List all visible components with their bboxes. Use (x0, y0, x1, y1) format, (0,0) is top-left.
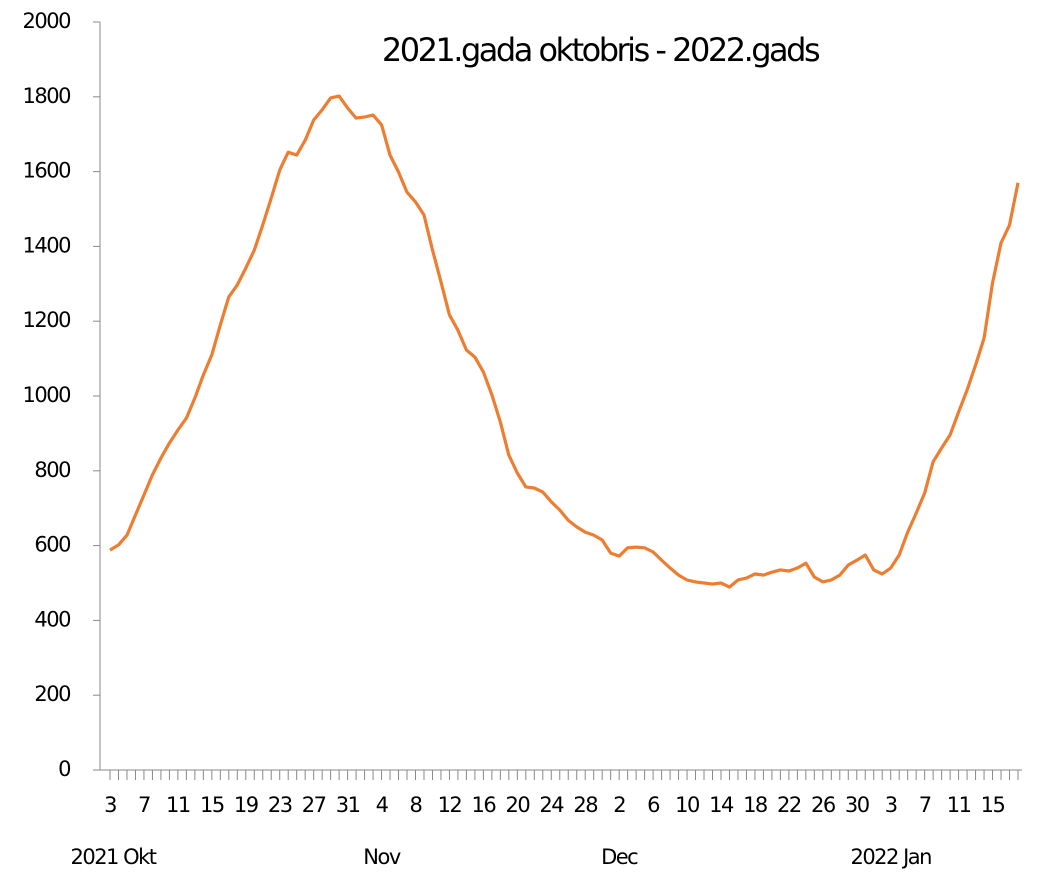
x-tick-label: 22 (777, 793, 801, 817)
x-tick-label: 23 (268, 793, 292, 817)
x-tick-label: 28 (573, 793, 597, 817)
x-tick-label: 27 (302, 793, 326, 817)
data-line (109, 94, 1020, 589)
x-tick-label: 7 (919, 793, 931, 817)
y-tick-label: 2000 (23, 9, 71, 33)
y-tick-label: 200 (34, 682, 70, 706)
y-tick-label: 1600 (23, 159, 71, 183)
y-tick-label: 400 (34, 607, 70, 631)
chart-title: 2021.gada oktobris - 2022.gads (382, 31, 820, 69)
x-tick-label: 16 (472, 793, 497, 817)
x-tick-label: 14 (709, 793, 734, 817)
x-tick-label: 11 (166, 793, 190, 817)
x-tick-label: 15 (200, 793, 224, 817)
y-tick-label: 600 (34, 533, 70, 557)
y-tick-label: 800 (34, 458, 70, 482)
x-tick-label: 2 (613, 793, 625, 817)
y-tick-label: 1000 (23, 383, 71, 407)
x-tick-label: 18 (743, 793, 767, 817)
x-tick-label: 15 (981, 793, 1005, 817)
x-tick-label: 7 (138, 793, 150, 817)
x-tick-label: 8 (410, 793, 422, 817)
y-tick-label: 0 (58, 757, 70, 781)
x-tick-label: 26 (811, 793, 836, 817)
x-tick-label: 31 (336, 793, 360, 817)
x-tick-label: 3 (885, 793, 897, 817)
y-tick-label: 1400 (23, 233, 71, 257)
x-tick-label: 4 (376, 793, 389, 817)
y-tick-label: 1200 (23, 308, 71, 332)
x-tick-label: 12 (438, 793, 462, 817)
month-label: 2022 Jan (850, 845, 931, 869)
month-label: Dec (601, 845, 638, 869)
x-tick-label: 6 (647, 793, 660, 817)
x-tick-label: 3 (104, 793, 116, 817)
month-label: Nov (363, 845, 401, 869)
x-tick-label: 20 (505, 793, 529, 817)
x-tick-label: 30 (845, 793, 869, 817)
month-label: 2021 Okt (70, 845, 156, 869)
x-tick-label: 19 (234, 793, 258, 817)
x-tick-label: 11 (947, 793, 971, 817)
x-tick-label: 10 (675, 793, 699, 817)
y-tick-label: 1800 (23, 84, 71, 108)
x-tick-label: 24 (539, 793, 564, 817)
